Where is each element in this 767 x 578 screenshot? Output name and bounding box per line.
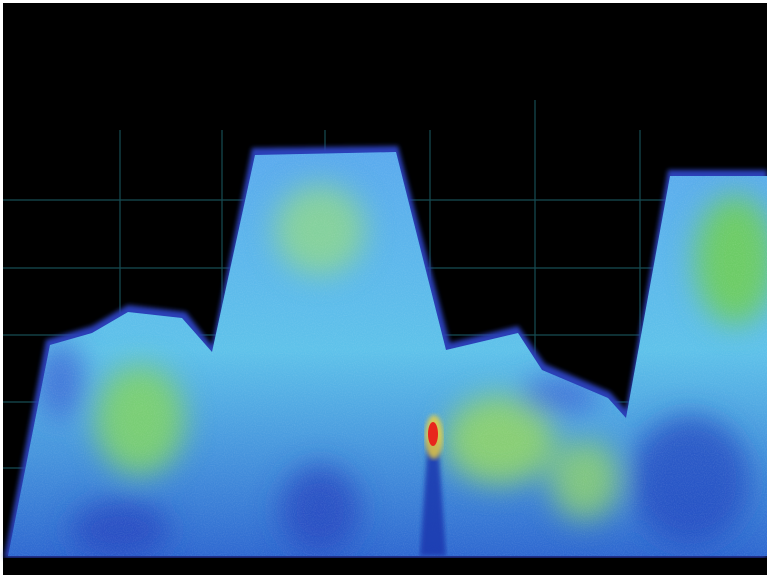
page: (() => { const data = JSON.parse(documen… bbox=[0, 0, 767, 578]
screen-bottom-bar bbox=[3, 558, 767, 575]
spectrum-display bbox=[0, 0, 767, 578]
hot-spot bbox=[428, 422, 438, 446]
